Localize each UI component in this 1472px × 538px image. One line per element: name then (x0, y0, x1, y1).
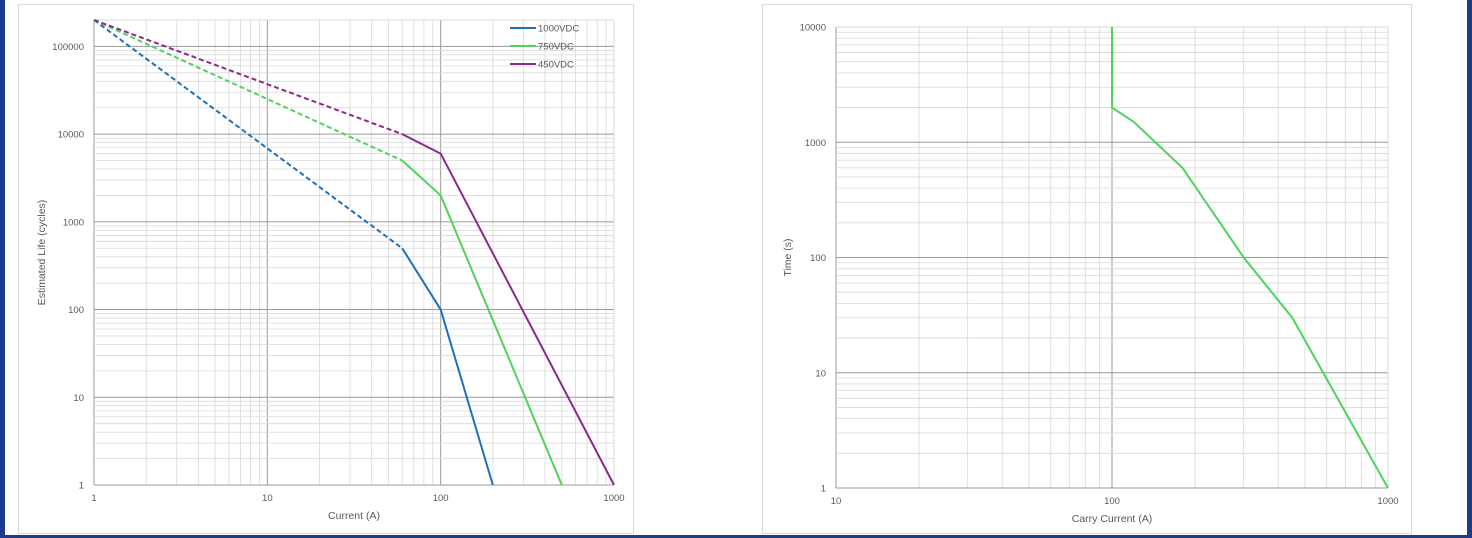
life-series-750vdc-line (401, 159, 563, 486)
carry-x-tick-label: 100 (1104, 496, 1120, 507)
life-legend-label: 450VDC (538, 60, 574, 71)
life-x-axis-title: Current (A) (328, 510, 380, 522)
life-y-tick-label: 10 (73, 393, 84, 404)
life-legend-label: 750VDC (538, 42, 574, 53)
chart-panel-estimated-life: 1 10 100 1000 1 10 100 1000 10000 100000 Current (… (18, 4, 634, 534)
carry-y-axis-title: Time (s) (782, 238, 794, 276)
life-y-tick-label: 100 (68, 305, 84, 316)
life-grid (93, 19, 615, 486)
carry-x-axis-title: Carry Current (A) (1072, 513, 1153, 525)
life-y-tick-label: 1000 (63, 217, 84, 228)
carry-series-series-1-line (1111, 27, 1389, 489)
estimated-life-chart: 1 10 100 1000 1 10 100 1000 10000 100000 Current (… (36, 19, 625, 522)
carry-y-tick-label: 1 (821, 484, 826, 495)
life-series-450vdc-dashed-line (93, 19, 403, 136)
carry-y-tick-label: 10 (815, 368, 826, 379)
life-x-tick-label: 10 (262, 493, 273, 504)
carry-y-tick-label: 100 (810, 253, 826, 264)
life-x-tick-label: 1000 (603, 493, 624, 504)
life-legend-label: 1000VDC (538, 24, 579, 35)
life-y-tick-label: 100000 (52, 42, 84, 53)
carry-y-tick-label: 10000 (800, 23, 826, 34)
carry-y-tick-label: 1000 (805, 138, 826, 149)
life-y-tick-label: 10000 (58, 130, 84, 141)
carry-x-tick-label: 10 (831, 496, 842, 507)
life-y-tick-label: 1 (79, 481, 84, 492)
life-series-450vdc-line (401, 133, 615, 486)
life-y-axis-title: Estimated Life (cycles) (36, 200, 48, 306)
life-x-tick-label: 1 (91, 493, 96, 504)
life-legend: 1000VDC 750VDC 450VDC (510, 24, 579, 71)
life-x-tick-label: 100 (433, 493, 449, 504)
life-series-1000vdc-line (401, 247, 494, 486)
chart-panel-carry-current: 10 100 1000 1 10 100 1000 10000 Carry Current (A… (762, 4, 1412, 534)
carry-current-chart: 10 100 1000 1 10 100 1000 10000 Carry Current (A… (782, 23, 1399, 526)
life-series-750vdc-dashed-line (93, 19, 403, 162)
carry-x-tick-label: 1000 (1377, 496, 1398, 507)
